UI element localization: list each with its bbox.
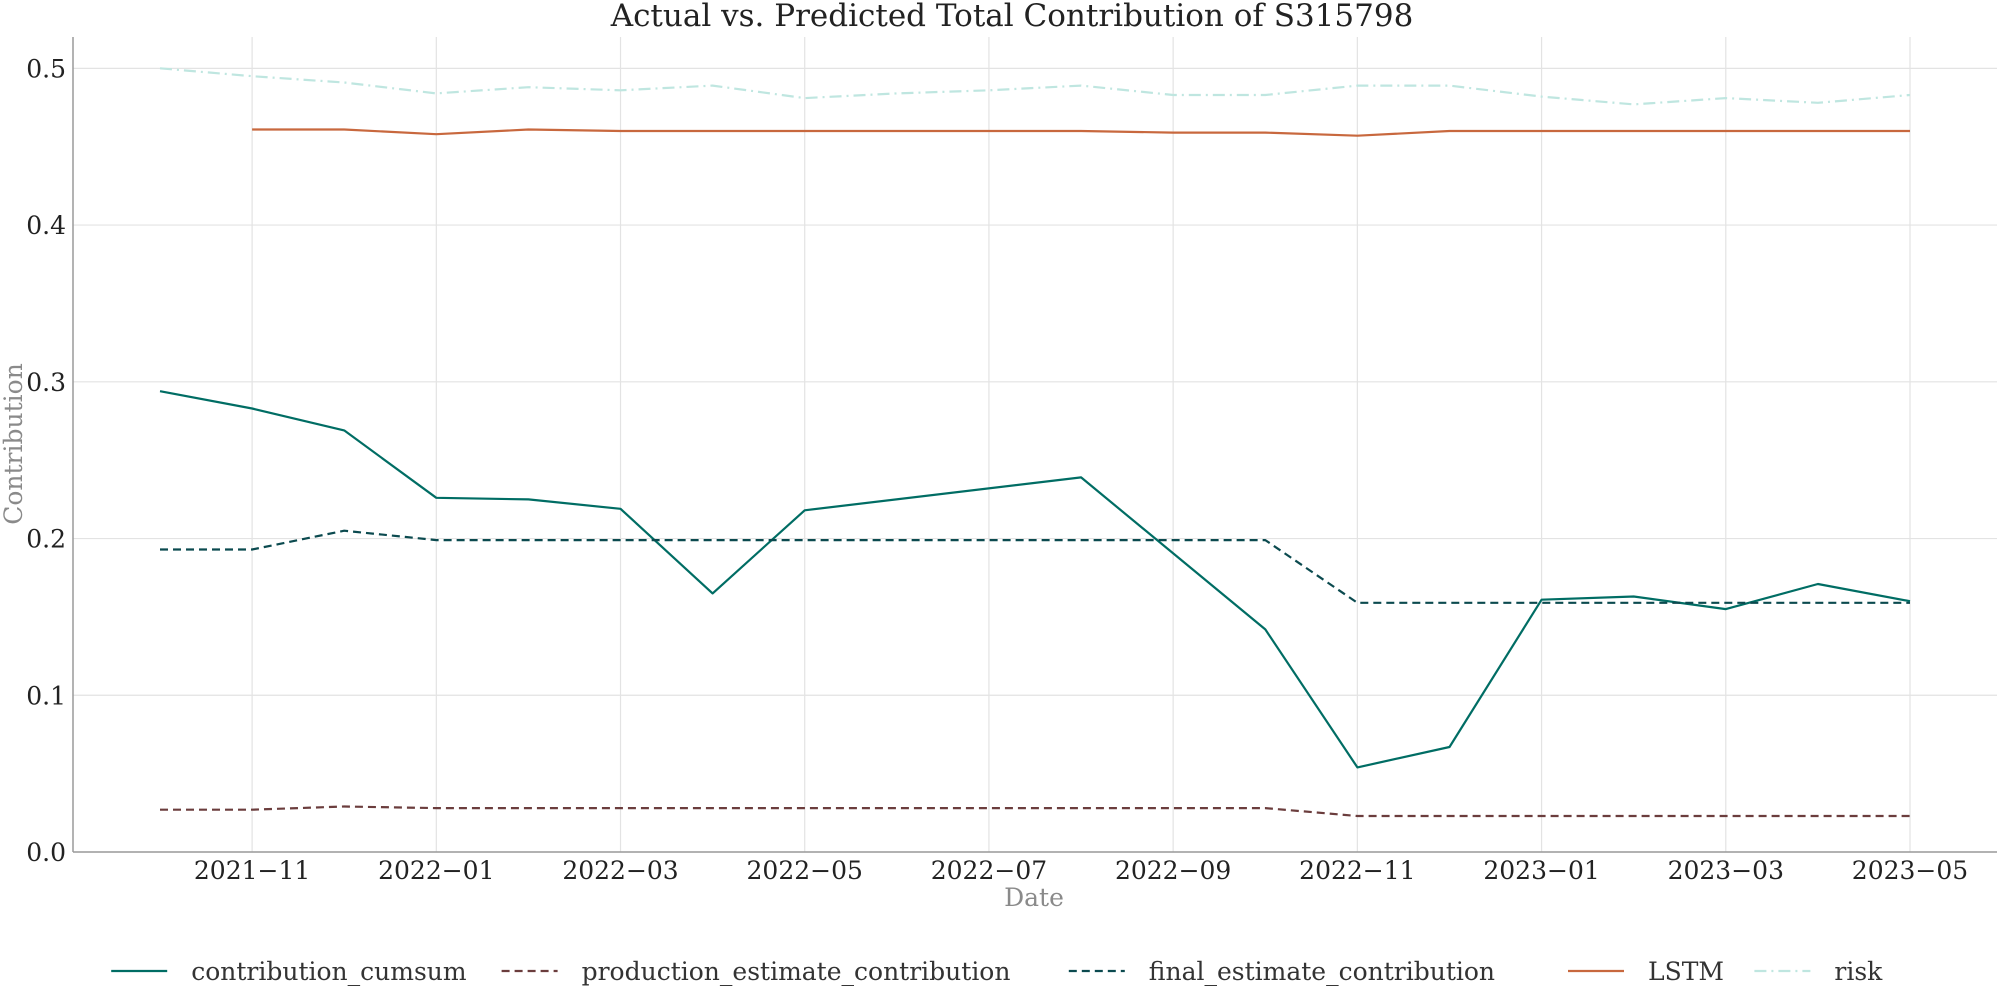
y-tick-label: 0.3 — [26, 368, 66, 397]
legend: contribution_cumsum production_estimate_c… — [111, 957, 1883, 986]
legend-label: risk — [1834, 957, 1883, 986]
chart-title: Actual vs. Predicted Total Contribution … — [610, 0, 1414, 34]
y-tick-label: 0.5 — [26, 54, 66, 83]
y-tick-label: 0.2 — [26, 525, 66, 554]
legend-label: final_estimate_contribution — [1149, 957, 1495, 986]
x-tick-label: 2021−11 — [194, 856, 310, 885]
x-tick-label: 2023−01 — [1483, 856, 1599, 885]
series-line-final-estimate-contribution — [160, 529, 1910, 604]
x-tick-labels: 2021−11 2022−01 2022−03 2022−05 2022−07 2022−… — [194, 856, 1968, 885]
x-tick-label: 2022−09 — [1115, 856, 1231, 885]
series-line-lstm — [252, 128, 1910, 137]
x-tick-label: 2022−07 — [931, 856, 1047, 885]
x-tick-label: 2022−05 — [747, 856, 863, 885]
y-tick-label: 0.4 — [26, 211, 66, 240]
x-tick-label: 2022−03 — [562, 856, 678, 885]
x-tick-label: 2022−01 — [378, 856, 494, 885]
series-lines — [159, 67, 1911, 818]
x-tick-label: 2022−11 — [1299, 856, 1415, 885]
legend-label: LSTM — [1648, 957, 1724, 986]
legend-label: production_estimate_contribution — [582, 957, 1011, 986]
axis-spines — [72, 37, 1997, 853]
y-tick-label: 0.0 — [26, 838, 66, 867]
x-axis-label: Date — [1004, 883, 1064, 912]
series-line-contribution-cumsum — [159, 390, 1911, 769]
x-tick-label: 2023−03 — [1668, 856, 1784, 885]
y-tick-label: 0.1 — [26, 681, 66, 710]
y-axis-label: Contribution — [0, 363, 28, 525]
legend-label: contribution_cumsum — [191, 957, 467, 986]
y-tick-labels: 0.0 0.1 0.2 0.3 0.4 0.5 — [26, 54, 66, 867]
x-tick-label: 2023−05 — [1852, 856, 1968, 885]
grid-lines — [73, 37, 1997, 853]
series-line-risk — [159, 67, 1911, 106]
series-line-production-estimate-contribution — [160, 805, 1910, 818]
